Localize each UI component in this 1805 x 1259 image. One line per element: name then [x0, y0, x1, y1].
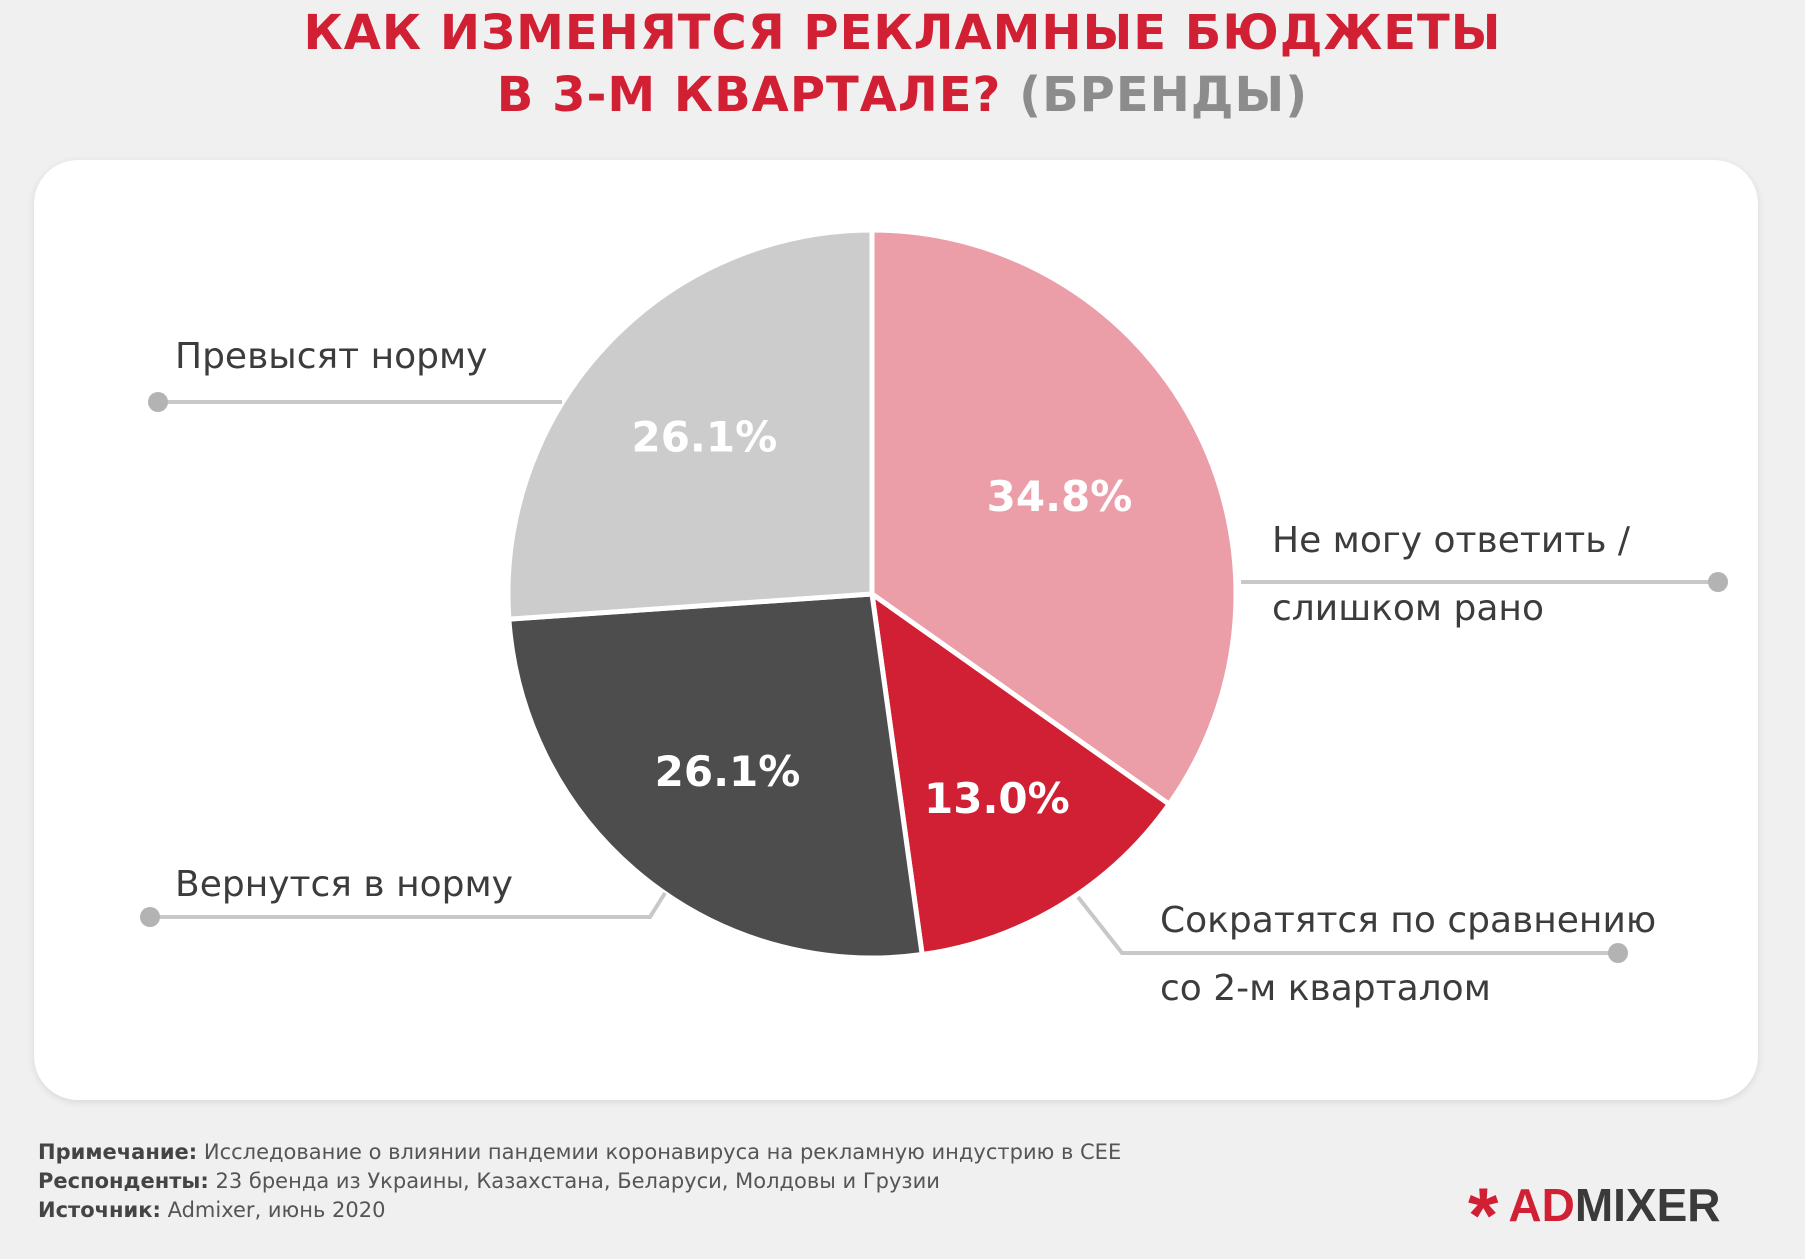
slice-category-label-0: Не могу ответить / слишком рано [1272, 520, 1631, 629]
slice-category-label-1: Сократятся по сравнению со 2-м кварталом [1160, 900, 1656, 1009]
chart-title: КАК ИЗМЕНЯТСЯ РЕКЛАМНЫЕ БЮДЖЕТЫ В 3-М КВ… [0, 0, 1805, 126]
logo-part-mixer: MIXER [1574, 1179, 1721, 1231]
footer-note: Примечание: Исследование о влиянии панде… [38, 1138, 1121, 1167]
title-line-2-main: В 3-М КВАРТАЛЕ? [496, 67, 1002, 123]
title-line-2-sub: (БРЕНДЫ) [1019, 67, 1309, 123]
leader-dot-1 [1608, 943, 1628, 963]
leader-dot-3 [148, 392, 168, 412]
pie-slice-0 [869, 227, 1239, 807]
source-label: Источник: [38, 1198, 161, 1222]
leader-dot-0 [1708, 572, 1728, 592]
slice-category-label-line: Сократятся по сравнению [1160, 900, 1656, 941]
slice-category-label-line: Вернутся в норму [175, 864, 513, 905]
logo-part-ad: AD [1508, 1179, 1575, 1231]
leader-line-1 [1076, 895, 1618, 955]
note-label: Примечание: [38, 1140, 198, 1164]
respondents-label: Респонденты: [38, 1169, 209, 1193]
leader-line-2 [150, 891, 667, 919]
source-text: Admixer, июнь 2020 [167, 1198, 386, 1222]
respondents-text: 23 бренда из Украины, Казахстана, Белару… [215, 1169, 940, 1193]
asterisk-icon: * [1468, 1171, 1499, 1259]
slice-category-label-2: Вернутся в норму [175, 864, 513, 905]
slice-category-label-line: слишком рано [1272, 588, 1544, 629]
slice-category-label-line: Не могу ответить / [1272, 520, 1631, 561]
pie-slice-2 [506, 591, 925, 961]
slice-value-label-0: 34.8% [987, 472, 1133, 521]
slice-category-label-line: со 2-м кварталом [1160, 968, 1491, 1009]
admixer-logo: * AD MIXER [1468, 1171, 1721, 1259]
slice-value-label-3: 26.1% [631, 413, 777, 462]
footer-source: Источник: Admixer, июнь 2020 [38, 1196, 1121, 1225]
pie-slice-1 [869, 591, 1172, 958]
leader-dot-2 [140, 907, 160, 927]
title-line-1: КАК ИЗМЕНЯТСЯ РЕКЛАМНЫЕ БЮДЖЕТЫ [303, 5, 1502, 61]
slice-value-label-2: 26.1% [655, 747, 801, 796]
footer-notes: Примечание: Исследование о влиянии панде… [38, 1138, 1121, 1225]
title-line-2: В 3-М КВАРТАЛЕ? (БРЕНДЫ) [0, 64, 1805, 126]
slice-category-label-3: Превысят норму [175, 336, 487, 377]
footer-respondents: Респонденты: 23 бренда из Украины, Казах… [38, 1167, 1121, 1196]
note-text: Исследование о влиянии пандемии коронави… [203, 1140, 1122, 1164]
slice-value-label-1: 13.0% [924, 774, 1070, 823]
pie-slice-3 [505, 227, 875, 622]
slice-category-label-line: Превысят норму [175, 336, 487, 377]
